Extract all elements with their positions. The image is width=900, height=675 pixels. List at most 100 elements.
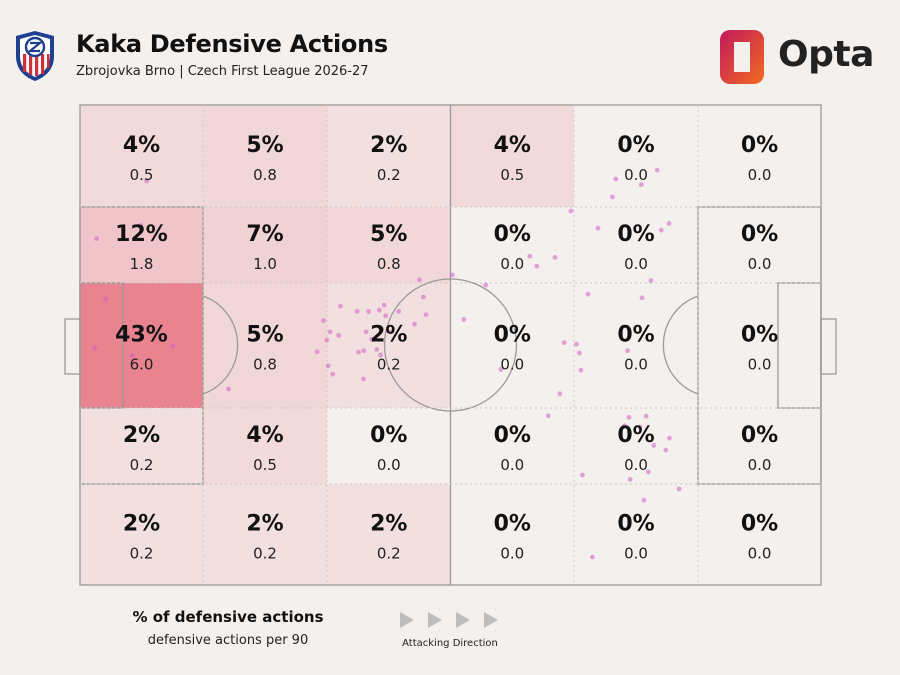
zone-r5-c4 (450, 484, 574, 585)
zone-per90-label: 0.0 (500, 545, 524, 563)
defensive-action-point (378, 352, 383, 358)
zone-r4-c2 (203, 408, 327, 484)
zone-r2-c1 (80, 207, 203, 283)
defensive-action-point (396, 309, 402, 314)
zone-per90-label: 0.0 (748, 356, 772, 374)
defensive-action-point (654, 167, 660, 173)
zone-per90-label: 0.0 (624, 545, 648, 563)
zone-r2-c3 (327, 207, 451, 283)
defensive-action-point (103, 296, 108, 302)
zone-r1-c2 (203, 105, 327, 207)
zone-per90-label: 0.0 (377, 456, 401, 474)
defensive-action-point (622, 423, 628, 429)
zone-per90-label: 0.0 (748, 456, 772, 474)
zone-percent-label: 0% (741, 323, 778, 348)
right-penalty-arc (662, 295, 699, 395)
zone-r3-c3 (327, 283, 451, 408)
zone-percent-label: 0% (741, 512, 778, 537)
defensive-action-point (639, 295, 645, 301)
defensive-action-point (534, 263, 540, 269)
defensive-action-point (574, 341, 579, 347)
defensive-action-point (578, 367, 584, 373)
defensive-action-point (568, 208, 574, 214)
zone-percent-label: 0% (494, 423, 531, 448)
defensive-action-point (666, 221, 672, 226)
zone-percent-label: 2% (370, 323, 407, 348)
zone-r5-c1 (80, 484, 203, 585)
defensive-action-point (374, 347, 380, 352)
defensive-action-point (610, 194, 615, 200)
zone-r3-c4 (450, 283, 574, 408)
zone-percent-label: 2% (123, 423, 160, 448)
zone-per90-label: 0.0 (624, 456, 648, 474)
defensive-action-point (648, 278, 654, 283)
club-crest-icon (16, 31, 54, 81)
attacking-direction-arrows-icon (400, 612, 498, 628)
zone-per90-label: 0.8 (253, 356, 277, 374)
zone-r2-c2 (203, 207, 327, 283)
defensive-action-point (461, 317, 467, 322)
legend-primary: % of defensive actions (132, 608, 324, 626)
left-penalty-arc (202, 295, 239, 395)
defensive-action-point (658, 227, 664, 233)
defensive-action-point (94, 236, 100, 242)
defensive-action-point (354, 309, 360, 314)
zone-percent-label: 0% (617, 323, 654, 348)
defensive-action-point (92, 345, 98, 351)
zone-per90-label: 0.8 (377, 255, 401, 273)
defensive-action-point (314, 349, 320, 355)
defensive-action-point (585, 291, 591, 297)
defensive-action-point (129, 353, 135, 359)
zone-per90-label: 0.0 (624, 356, 648, 374)
page-subtitle: Zbrojovka Brno | Czech First League 2026… (76, 64, 369, 79)
defensive-action-point (327, 329, 333, 335)
right-goal (820, 318, 837, 375)
zone-per90-label: 0.8 (253, 166, 277, 184)
defensive-action-point (579, 472, 585, 478)
zone-r4-c6 (698, 408, 821, 484)
zone-percent-label: 2% (246, 512, 283, 537)
defensive-action-point (389, 329, 394, 335)
zone-r5-c3 (327, 484, 451, 585)
defensive-action-point (321, 318, 326, 323)
defensive-action-point (577, 350, 582, 356)
defensive-action-point (412, 321, 417, 327)
zone-percent-label: 7% (246, 222, 283, 247)
centre-circle (383, 278, 518, 412)
attacking-direction-label: Attacking Direction (402, 638, 498, 649)
defensive-action-point (226, 386, 231, 392)
zone-r5-c2 (203, 484, 327, 585)
defensive-action-point (144, 178, 150, 184)
zone-per90-label: 0.2 (377, 545, 401, 563)
defensive-action-point (423, 312, 429, 317)
zone-r5-c6 (698, 484, 821, 585)
zone-r1-c3 (327, 105, 451, 207)
defensive-action-point (366, 309, 372, 314)
zone-per90-label: 0.2 (377, 356, 401, 374)
zone-per90-label: 0.5 (130, 166, 154, 184)
zone-percent-label: 5% (370, 222, 407, 247)
zone-r2-c6 (698, 207, 821, 283)
zone-percent-label: 0% (494, 323, 531, 348)
defensive-action-point (376, 307, 382, 313)
zone-per90-label: 0.0 (624, 255, 648, 273)
zone-per90-label: 0.5 (253, 456, 277, 474)
defensive-action-point (638, 182, 644, 188)
defensive-action-point (613, 176, 619, 182)
zone-r3-c1 (80, 283, 203, 408)
defensive-action-point (361, 348, 367, 353)
zone-percent-label: 2% (123, 512, 160, 537)
zone-r4-c4 (450, 408, 574, 484)
zone-percent-label: 0% (741, 222, 778, 247)
defensive-action-point (483, 282, 489, 288)
zone-per90-label: 0.2 (130, 456, 154, 474)
defensive-action-point (324, 337, 330, 343)
zone-percent-label: 0% (617, 222, 654, 247)
defensive-action-point (338, 303, 343, 309)
zone-per90-label: 0.0 (748, 166, 772, 184)
zone-percent-label: 5% (246, 133, 283, 158)
defensive-action-point (381, 302, 387, 308)
defensive-action-point (361, 376, 366, 382)
defensive-action-point (330, 371, 336, 377)
opta-wordmark: Opta (778, 34, 874, 75)
